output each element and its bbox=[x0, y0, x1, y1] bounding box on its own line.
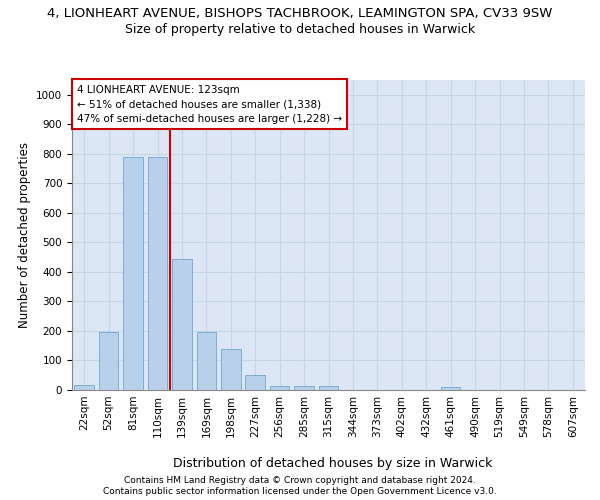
Bar bbox=[148, 157, 167, 390]
Bar bbox=[441, 387, 460, 390]
Text: Size of property relative to detached houses in Warwick: Size of property relative to detached ho… bbox=[125, 22, 475, 36]
Text: 4, LIONHEART AVENUE, BISHOPS TACHBROOK, LEAMINGTON SPA, CV33 9SW: 4, LIONHEART AVENUE, BISHOPS TACHBROOK, … bbox=[47, 8, 553, 20]
Text: 4 LIONHEART AVENUE: 123sqm
← 51% of detached houses are smaller (1,338)
47% of s: 4 LIONHEART AVENUE: 123sqm ← 51% of deta… bbox=[77, 84, 342, 124]
Bar bbox=[197, 332, 216, 390]
Y-axis label: Number of detached properties: Number of detached properties bbox=[17, 142, 31, 328]
Bar bbox=[172, 259, 192, 390]
Text: Contains public sector information licensed under the Open Government Licence v3: Contains public sector information licen… bbox=[103, 488, 497, 496]
Bar bbox=[124, 157, 143, 390]
Text: Distribution of detached houses by size in Warwick: Distribution of detached houses by size … bbox=[173, 458, 493, 470]
Bar bbox=[221, 348, 241, 390]
Text: Contains HM Land Registry data © Crown copyright and database right 2024.: Contains HM Land Registry data © Crown c… bbox=[124, 476, 476, 485]
Bar bbox=[74, 384, 94, 390]
Bar bbox=[270, 386, 289, 390]
Bar bbox=[99, 332, 118, 390]
Bar bbox=[294, 386, 314, 390]
Bar bbox=[245, 375, 265, 390]
Bar bbox=[319, 386, 338, 390]
